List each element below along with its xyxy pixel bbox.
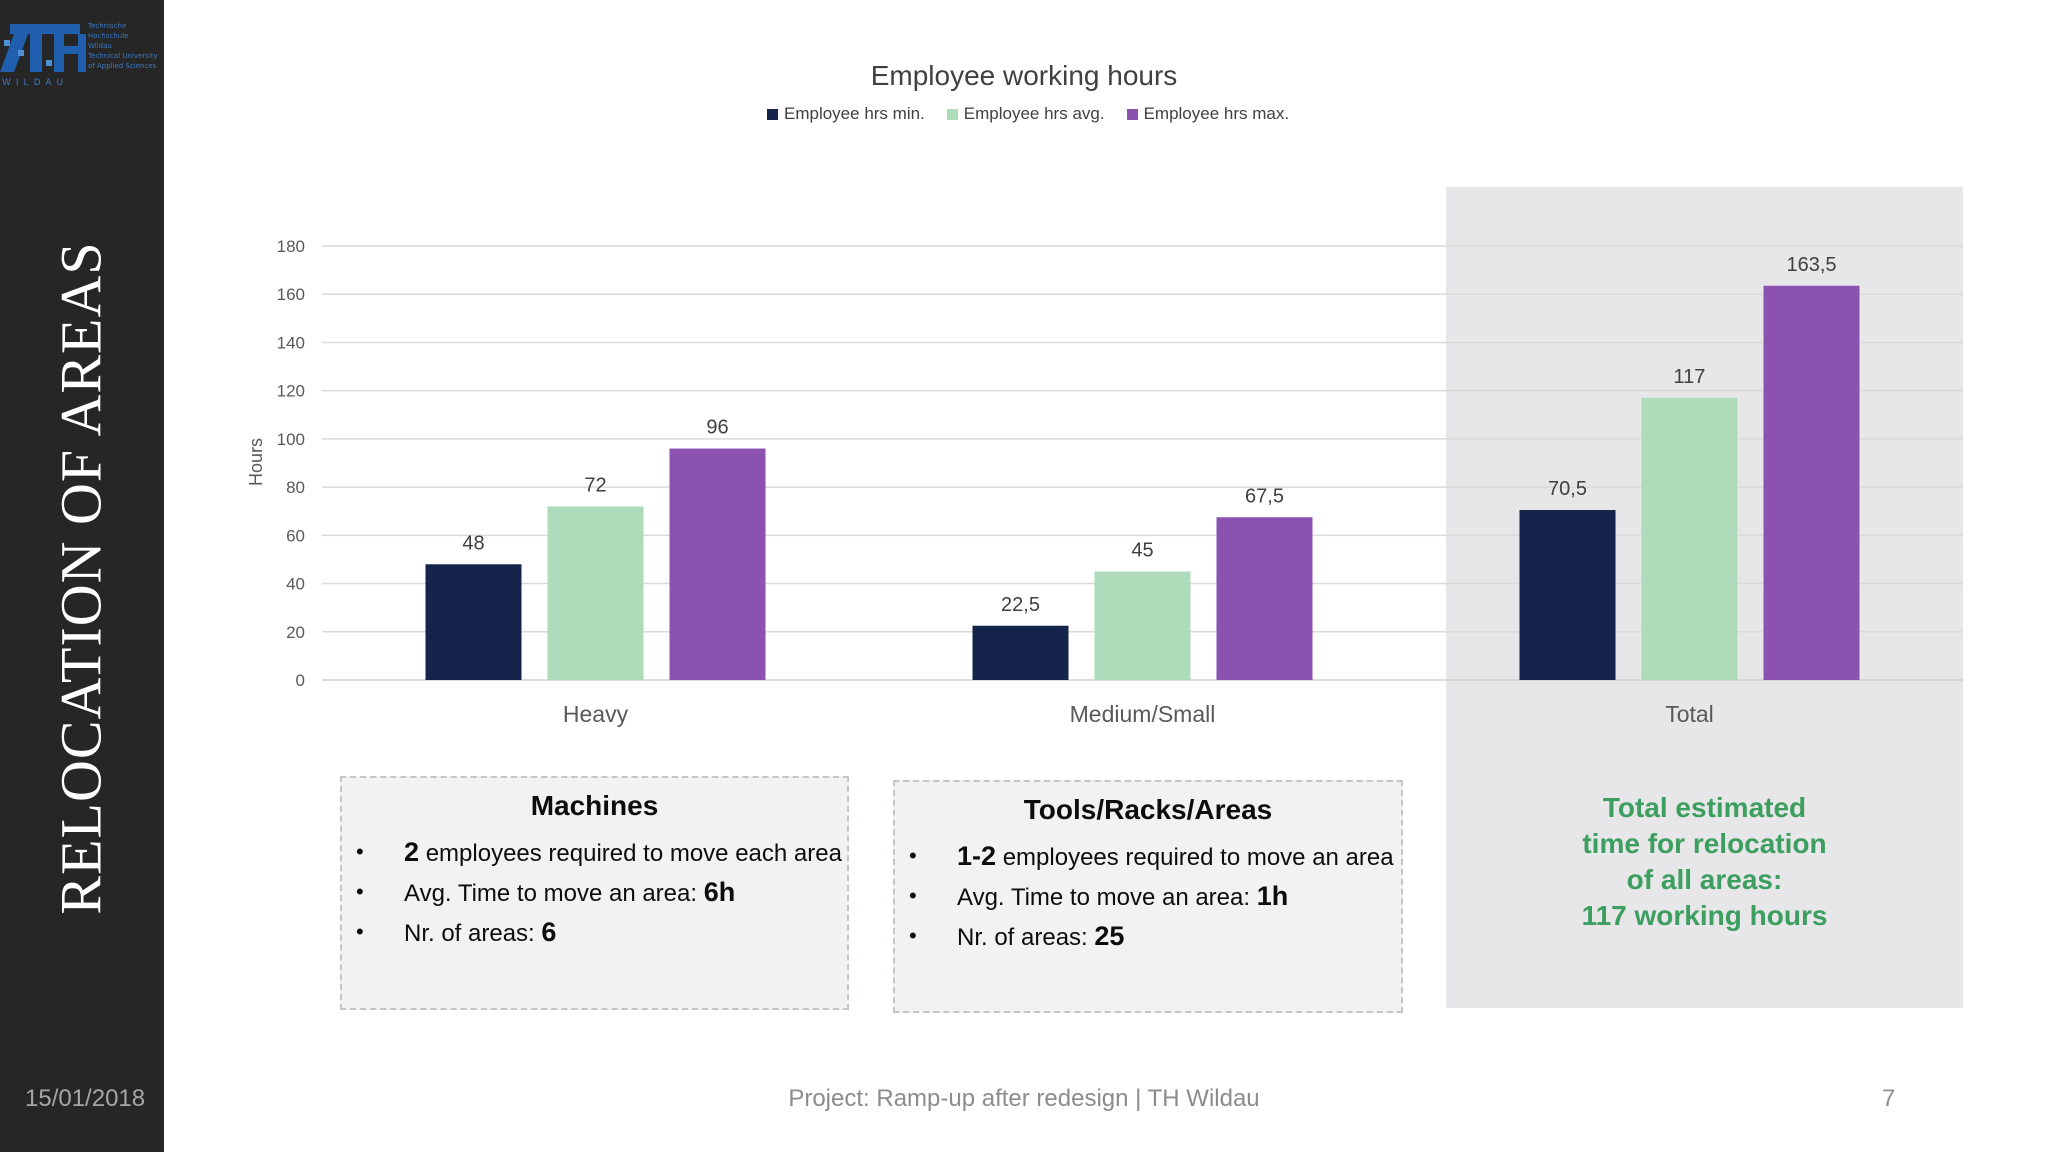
y-tick-label: 60: [286, 526, 305, 545]
list-item-bold: 6: [541, 917, 557, 947]
list-item-text: Avg. Time to move an area:: [957, 884, 1257, 911]
y-tick-label: 0: [296, 671, 305, 690]
sidebar: Technische Hochschule Wildau Technical U…: [0, 0, 164, 1152]
y-tick-label: 160: [277, 285, 305, 304]
x-category-label: Total: [1665, 701, 1714, 727]
legend-label: Employee hrs avg.: [963, 104, 1105, 123]
legend-item: Employee hrs min.: [767, 104, 925, 124]
y-tick-label: 20: [286, 623, 305, 642]
data-label: 48: [462, 532, 484, 554]
page-number: 7: [1882, 1085, 1896, 1112]
legend-label: Employee hrs min.: [784, 104, 925, 123]
chart-bars: [425, 285, 1860, 680]
legend-swatch: [946, 108, 958, 120]
legend-item: Employee hrs max.: [1126, 104, 1290, 124]
list-item: Avg. Time to move an area: 1h: [895, 876, 1401, 916]
machines-box-title: Machines: [530, 790, 659, 821]
y-tick-label: 140: [277, 333, 305, 352]
data-label: 163,5: [1786, 254, 1836, 276]
y-tick-label: 180: [277, 237, 305, 256]
list-item-bold: 1h: [1256, 881, 1289, 911]
th-logo-mark-icon: [0, 24, 86, 72]
list-item: Nr. of areas: 6: [342, 912, 847, 952]
total-note-line: 117 working hours: [1581, 900, 1828, 931]
list-item-bold: 1-2: [957, 841, 997, 871]
th-wildau-logo: Technische Hochschule Wildau Technical U…: [0, 20, 164, 90]
bar-employee-hrs-avg: [1641, 397, 1738, 680]
logo-text-line: of Applied Sciences: [88, 62, 157, 70]
data-label: 96: [706, 417, 728, 439]
list-item: 1-2 employees required to move an area: [895, 836, 1401, 876]
data-label: 67,5: [1245, 485, 1284, 507]
legend-swatch: [767, 108, 778, 120]
chart-title: Employee working hours: [870, 60, 1178, 91]
list-item-text: Nr. of areas:: [957, 924, 1095, 951]
list-item-text: Avg. Time to move an area:: [404, 880, 704, 907]
bar-employee-hrs-max: [1216, 517, 1313, 680]
bar-employee-hrs-max: [1763, 285, 1860, 680]
tools-info-box: Tools/Racks/Areas 1-2 employees required…: [893, 780, 1403, 1013]
logo-text-line: Technische: [88, 22, 127, 30]
logo-text-line: Technical University: [88, 52, 158, 60]
data-label: 117: [1674, 366, 1706, 388]
list-item-text: employees required to move an area: [996, 844, 1394, 871]
tools-box-list: 1-2 employees required to move an area A…: [895, 836, 1401, 956]
total-note-line: time for relocation: [1582, 828, 1827, 859]
logo-wordmark: WILDAU: [2, 78, 69, 88]
y-tick-label: 40: [286, 575, 305, 594]
legend-swatch: [1126, 108, 1138, 120]
y-axis-label: Hours: [246, 438, 266, 486]
slide-date: 15/01/2018: [25, 1085, 146, 1112]
bar-employee-hrs-min: [1519, 510, 1616, 680]
data-label: 70,5: [1548, 478, 1587, 500]
y-axis-ticks: 0 20 40 60 80 100 120 140 160 180: [277, 237, 305, 690]
x-axis-labels: Heavy Medium/Small Total: [563, 701, 1714, 727]
tools-box-title: Tools/Racks/Areas: [1023, 794, 1273, 825]
bar-employee-hrs-avg: [1094, 571, 1191, 680]
list-item-bold: 6h: [703, 877, 736, 907]
bar-employee-hrs-min: [972, 625, 1069, 680]
list-item: Nr. of areas: 25: [895, 916, 1401, 956]
bar-employee-hrs-avg: [547, 506, 644, 680]
chart-legend: Employee hrs min. Employee hrs avg. Employ…: [767, 104, 1289, 124]
total-estimate-note: Total estimated time for relocation of a…: [1446, 790, 1963, 934]
list-item: 2 employees required to move each area: [342, 832, 847, 872]
list-item-bold: 2: [404, 837, 420, 867]
logo-text-line: Wildau: [88, 42, 112, 50]
bar-employee-hrs-max: [669, 448, 766, 680]
x-category-label: Medium/Small: [1070, 701, 1216, 727]
y-tick-label: 100: [277, 430, 305, 449]
machines-info-box: Machines 2 employees required to move ea…: [340, 776, 849, 1010]
data-label: 72: [584, 474, 606, 496]
footer-text: Project: Ramp-up after redesign | TH Wil…: [788, 1085, 1260, 1112]
machines-box-list: 2 employees required to move each area A…: [342, 832, 847, 952]
legend-item: Employee hrs avg.: [946, 104, 1105, 124]
legend-label: Employee hrs max.: [1143, 104, 1290, 123]
bar-employee-hrs-min: [425, 564, 522, 680]
y-tick-label: 120: [277, 382, 305, 401]
data-label: 45: [1131, 540, 1153, 562]
x-category-label: Heavy: [563, 701, 629, 727]
logo-text-line: Hochschule: [88, 32, 129, 40]
list-item-bold: 25: [1094, 921, 1125, 951]
y-tick-label: 80: [286, 478, 305, 497]
data-label: 22,5: [1001, 594, 1040, 616]
list-item-text: employees required to move each area: [419, 840, 842, 867]
list-item-text: Nr. of areas:: [404, 920, 542, 947]
data-labels: 48 72 96 22,5 45 67,5 70,5 117 163,5: [462, 254, 1836, 616]
total-note-line: of all areas:: [1626, 864, 1783, 895]
total-note-line: Total estimated: [1602, 792, 1807, 823]
list-item: Avg. Time to move an area: 6h: [342, 872, 847, 912]
